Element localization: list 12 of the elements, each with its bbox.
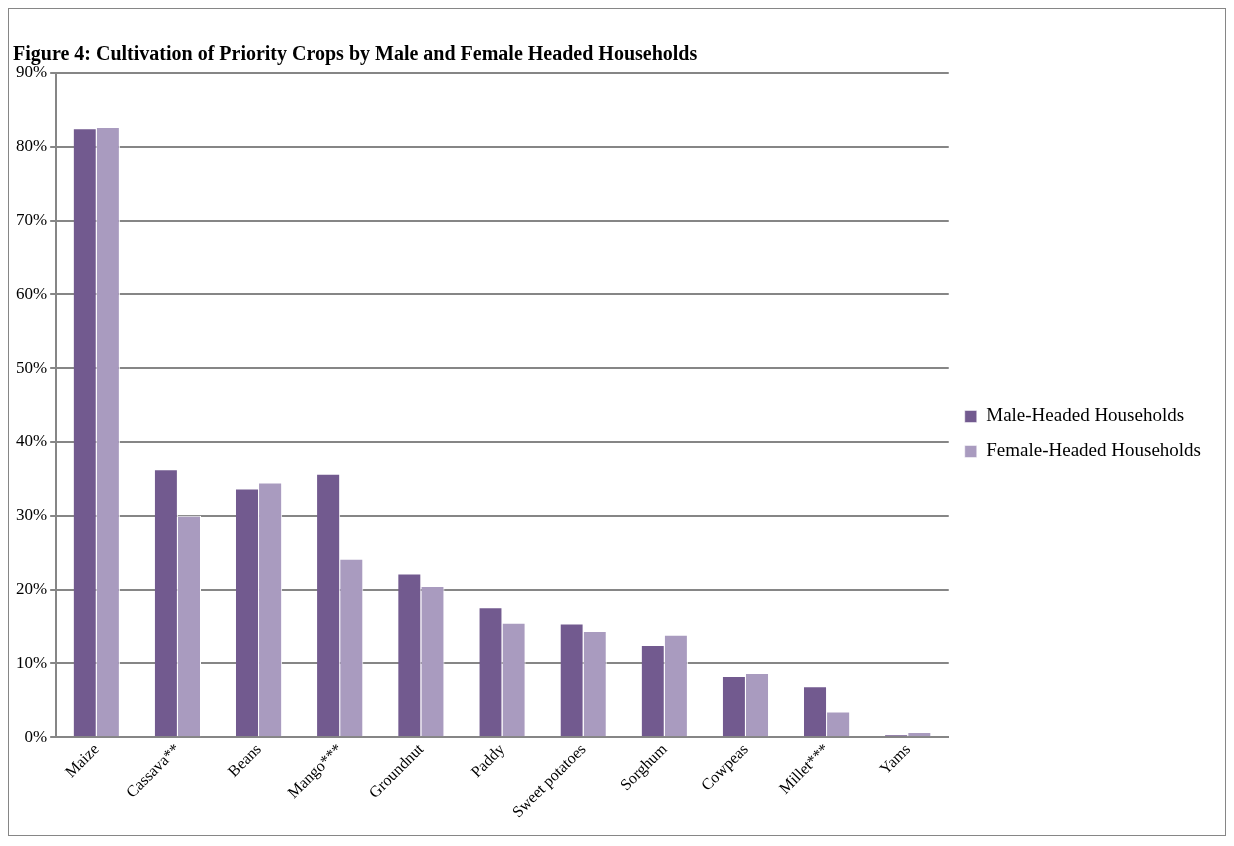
y-tick-label: 20% [15, 579, 48, 599]
legend-label: Female-Headed Households [986, 439, 1202, 461]
y-tick-label: 0% [24, 726, 48, 746]
y-tick-label: 80% [15, 136, 48, 156]
legend-label: Male-Headed Households [986, 404, 1185, 426]
x-tick-label: Yams [875, 740, 914, 778]
y-tick-label: 10% [15, 652, 48, 672]
y-tick-label: 60% [15, 283, 48, 303]
y-tick-label: 40% [15, 431, 48, 451]
y-tick-label: 50% [15, 357, 48, 377]
y-tick-label: 30% [15, 505, 48, 525]
y-tick-label: 70% [15, 210, 48, 230]
